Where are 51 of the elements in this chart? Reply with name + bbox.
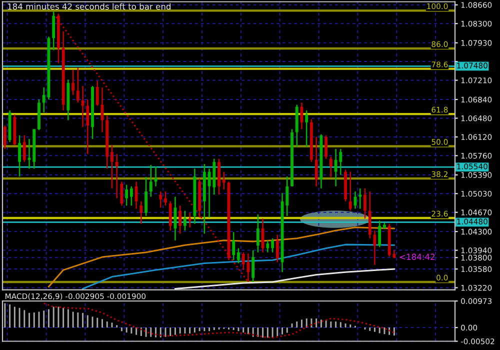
candlestick (72, 69, 75, 96)
candlestick (286, 176, 289, 217)
candlestick (134, 181, 138, 210)
candlestick (314, 136, 318, 187)
candlestick (256, 214, 260, 253)
candlestick (140, 200, 143, 224)
candlestick (358, 188, 362, 210)
candlestick (329, 156, 332, 178)
annotation: 184 minutes 42 seconds left to bar end (8, 3, 170, 10)
candlestick (110, 144, 114, 190)
candlestick (130, 186, 133, 206)
candlestick (125, 184, 128, 206)
candlestick (305, 110, 308, 148)
candlestick (96, 80, 99, 106)
candlestick (242, 252, 245, 271)
candlestick (86, 98, 90, 155)
candlestick (164, 190, 167, 206)
candlestick (266, 240, 270, 253)
candlestick (261, 218, 264, 253)
candlestick (184, 210, 186, 232)
line-series (48, 226, 395, 288)
candlestick (252, 250, 255, 283)
line-series (174, 268, 395, 290)
candlestick (120, 181, 124, 206)
candlestick (178, 204, 182, 234)
candlestick (115, 153, 118, 199)
candlestick (76, 67, 80, 104)
candlestick (3, 124, 6, 150)
candlestick (149, 164, 152, 198)
candlestick (42, 86, 46, 114)
candlestick (52, 11, 56, 51)
candlestick (364, 188, 366, 220)
candlestick (276, 234, 279, 263)
annotation: <184:42 (400, 254, 435, 260)
candlestick (324, 134, 328, 160)
line-series (82, 244, 395, 290)
line-series (43, 302, 395, 338)
candlestick (222, 171, 226, 190)
candlestick (232, 231, 236, 261)
candlestick (378, 220, 382, 248)
candlestick (188, 212, 192, 228)
candlestick (368, 190, 372, 239)
candlestick (168, 200, 172, 232)
candlestick (271, 238, 274, 253)
candlestick (22, 134, 26, 163)
candlestick (348, 171, 352, 212)
candlestick (237, 248, 240, 264)
candlestick (28, 138, 31, 170)
candlestick (144, 176, 148, 217)
candlestick (159, 190, 162, 208)
candlestick (18, 134, 21, 178)
